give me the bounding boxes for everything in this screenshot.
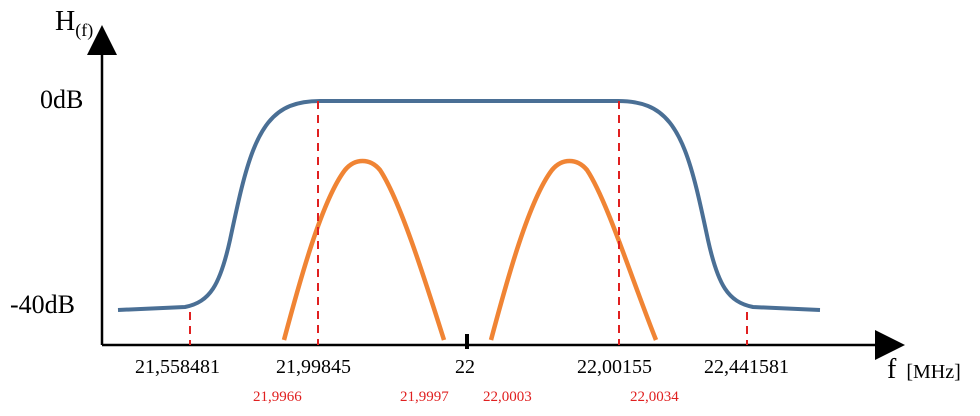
freq-label-22-00155: 22,00155 <box>577 356 652 378</box>
y-tick-minus40db: -40dB <box>10 290 75 319</box>
freq-label-22-441581: 22,441581 <box>704 356 789 378</box>
freq-label-21-9966: 21,9966 <box>253 389 302 405</box>
freq-label-22-0034: 22,0034 <box>630 389 679 405</box>
freq-label-21-9997: 21,9997 <box>400 389 449 405</box>
signal-curve-left <box>281 158 447 341</box>
freq-label-22-0003: 22,0003 <box>483 389 532 405</box>
freq-label-21-558481: 21,558481 <box>135 356 220 378</box>
freq-label-22: 22 <box>455 356 475 378</box>
signal-curve-right <box>488 158 659 341</box>
freq-label-21-99845: 21,99845 <box>276 356 351 378</box>
filter-response-curve <box>117 99 821 312</box>
y-tick-0db: 0dB <box>40 85 83 114</box>
y-axis-label: H(f) <box>55 6 93 41</box>
x-axis-label: f [MHz] <box>887 354 961 385</box>
